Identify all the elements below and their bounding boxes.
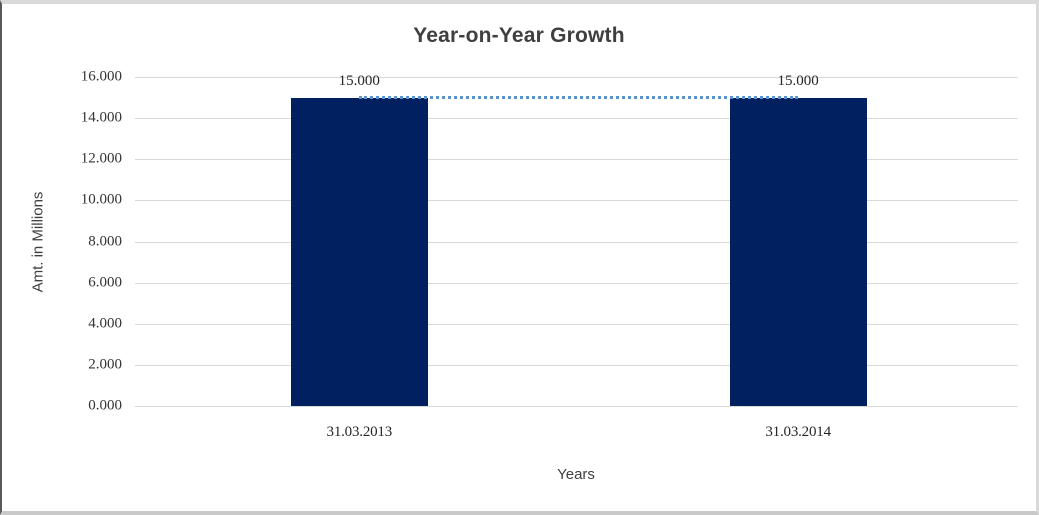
plot-area: 15.000 15.000 bbox=[135, 73, 1018, 407]
gridline bbox=[135, 118, 1018, 120]
gridline bbox=[135, 77, 1018, 78]
dotted-connector-line bbox=[359, 95, 799, 99]
bar-data-label: 15.000 bbox=[777, 72, 819, 89]
x-tick-label: 31.03.2013 bbox=[326, 424, 393, 440]
y-tick-label: 8.000 bbox=[88, 233, 122, 249]
y-tick-label: 2.000 bbox=[88, 356, 122, 373]
bar bbox=[729, 97, 867, 406]
y-tick-label: 10.000 bbox=[80, 191, 122, 208]
y-tick-label: 16.000 bbox=[80, 68, 122, 85]
y-tick-label: 0.000 bbox=[88, 397, 122, 414]
gridline bbox=[135, 364, 1018, 366]
gridline bbox=[135, 200, 1018, 202]
gridline bbox=[135, 159, 1018, 161]
bar bbox=[290, 97, 428, 406]
gridline bbox=[135, 282, 1018, 284]
x-tick-label: 31.03.2014 bbox=[765, 424, 831, 440]
x-axis-ticks: 31.03.2013 31.03.2014 bbox=[135, 424, 1018, 444]
gridline bbox=[135, 323, 1018, 325]
gridline bbox=[135, 241, 1018, 243]
y-tick-label: 4.000 bbox=[88, 315, 122, 332]
chart-title: Year-on-Year Growth bbox=[413, 24, 625, 47]
y-axis-ticks: 16.000 14.000 12.000 10.000 8.000 6.000 4.000 2… bbox=[30, 69, 122, 414]
y-tick-label: 12.000 bbox=[80, 150, 122, 167]
bar-data-label: 15.000 bbox=[338, 72, 380, 89]
x-axis-title: Years bbox=[557, 466, 595, 483]
y-tick-label: 14.000 bbox=[80, 109, 122, 126]
y-tick-label: 6.000 bbox=[88, 274, 122, 291]
gridline bbox=[135, 406, 1018, 407]
